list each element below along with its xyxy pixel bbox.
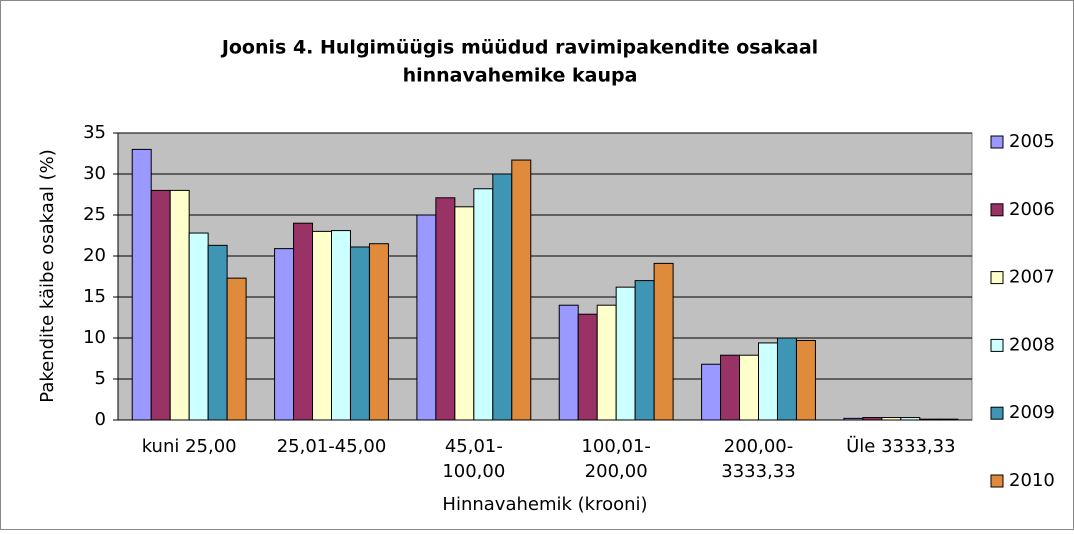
- x-tick-label: 25,01-45,00: [277, 436, 387, 457]
- x-tick-label: 100,01- 200,00: [581, 436, 650, 482]
- x-tick-label: kuni 25,00: [142, 436, 237, 457]
- x-tick-line: 25,01-45,00: [277, 436, 387, 457]
- y-tick-label: 30: [83, 163, 106, 184]
- bar: [454, 206, 475, 421]
- bar: [739, 354, 759, 421]
- y-axis-label: Pakendite käibe osakaal (%): [37, 149, 58, 402]
- legend-label: 2005: [1009, 131, 1055, 152]
- x-tick-line: 200,00: [585, 461, 648, 482]
- legend-label: 2009: [1009, 402, 1055, 423]
- bar: [776, 337, 797, 421]
- legend-label: 2008: [1009, 334, 1055, 355]
- legend-swatch: [990, 271, 1004, 285]
- chart-title: hinnavahemike kaupa: [403, 65, 638, 87]
- y-tick-label: 25: [83, 204, 106, 225]
- x-tick-line: kuni 25,00: [142, 436, 237, 457]
- bar: [169, 189, 190, 421]
- bar: [150, 189, 171, 421]
- legend-swatch: [990, 203, 1004, 217]
- y-tick-label: 20: [83, 245, 106, 266]
- x-tick-line: 200,00-: [724, 436, 793, 457]
- bar: [188, 232, 209, 421]
- bar: [416, 214, 437, 421]
- bar: [634, 280, 655, 421]
- bar: [331, 230, 351, 421]
- bar: [758, 342, 778, 421]
- bar: [293, 222, 314, 421]
- bar: [615, 286, 636, 421]
- bar: [653, 262, 674, 421]
- bar: [473, 188, 494, 421]
- y-tick-label: 10: [83, 327, 106, 348]
- bar: [596, 304, 617, 421]
- x-tick-line: Üle 3333,33: [846, 435, 955, 457]
- bar: [274, 248, 295, 421]
- y-tick-label: 5: [95, 368, 106, 389]
- bar: [226, 277, 247, 421]
- legend-swatch: [990, 135, 1004, 149]
- bar: [368, 243, 389, 421]
- bar: [511, 159, 532, 421]
- legend-swatch: [990, 474, 1004, 488]
- x-tick-line: 100,01-: [581, 436, 650, 457]
- bar: [207, 244, 228, 421]
- y-tick-label: 35: [83, 122, 106, 143]
- bar: [558, 304, 579, 421]
- bar: [349, 246, 370, 421]
- x-tick-label: Üle 3333,33: [846, 435, 955, 457]
- x-tick-line: 100,00: [442, 461, 505, 482]
- x-tick-label: 45,01- 100,00: [442, 436, 505, 482]
- legend-label: 2007: [1009, 267, 1055, 288]
- bar: [720, 354, 741, 421]
- legend-label: 2006: [1009, 199, 1055, 220]
- bar: [795, 339, 816, 421]
- y-tick-label: 0: [95, 409, 106, 430]
- chart-title: Joonis 4. Hulgimüügis müüdud ravimipaken…: [220, 37, 818, 59]
- bar: [701, 363, 722, 421]
- legend-swatch: [990, 338, 1004, 352]
- legend-swatch: [990, 406, 1004, 420]
- x-tick-line: 45,01-: [445, 436, 503, 457]
- plot-area: [117, 132, 973, 421]
- bar: [131, 148, 152, 421]
- bar: [312, 230, 332, 421]
- legend-label: 2010: [1009, 470, 1055, 491]
- y-tick-label: 15: [83, 286, 106, 307]
- bar: [492, 173, 513, 421]
- x-tick-label: 200,00- 3333,33: [721, 436, 795, 482]
- bar: [435, 197, 456, 421]
- x-tick-line: 3333,33: [721, 461, 795, 482]
- x-axis-label: Hinnavahemik (krooni): [442, 494, 647, 515]
- bar: [577, 313, 598, 421]
